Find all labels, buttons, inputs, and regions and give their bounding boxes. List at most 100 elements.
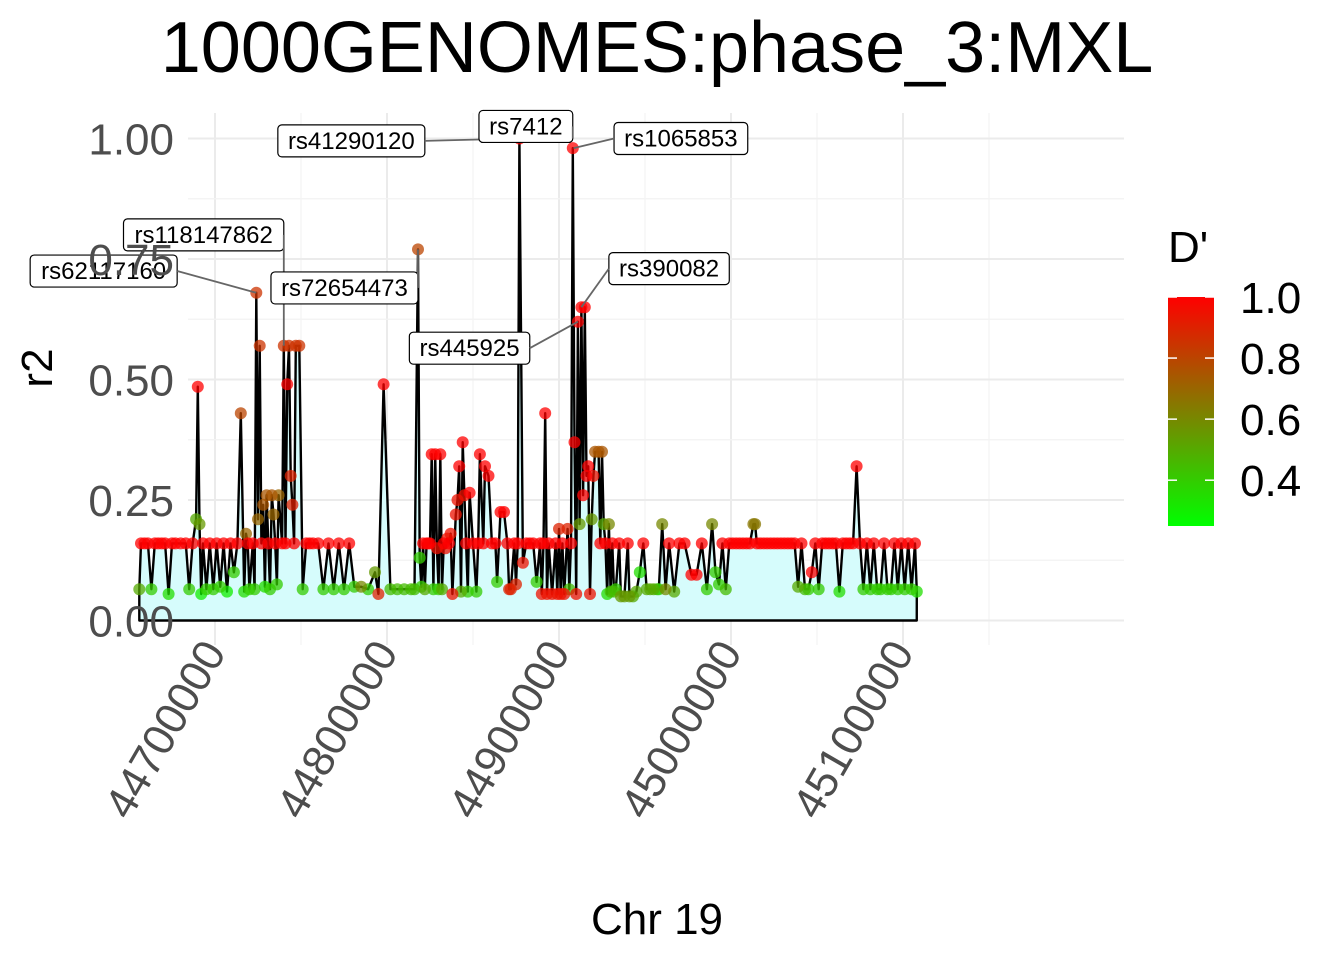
snp-point [623,590,636,603]
snp-point [183,583,196,596]
snp-point [613,537,626,550]
snp-point [145,583,158,596]
snp-point [418,583,431,596]
snp-point [377,378,390,391]
y-tick-label: 1.00 [88,116,174,165]
snp-point [186,537,199,550]
snp-points [133,132,923,603]
snp-point [905,583,918,596]
snp-point [833,585,846,598]
snp-label-text: rs1065853 [624,126,737,153]
snp-point [369,566,381,579]
y-tick-label: 0.75 [88,236,174,285]
snp-point [248,583,261,596]
snp-label-leader [580,268,610,308]
snp-point [566,142,579,155]
snp-point [719,583,732,596]
snp-point [449,508,462,521]
legend-ticks: 1.0 0.8 0.6 0.4 [1168,274,1301,506]
r2-area [139,138,917,621]
snp-point [434,448,447,461]
snp-point [850,460,863,473]
legend-colorbar [1168,297,1214,526]
snp-point [700,583,713,596]
snp-point [253,339,266,352]
snp-point [585,513,598,526]
snp-point [647,583,660,596]
snp-point [436,583,448,596]
snp-point [561,522,574,535]
snp-label-text: rs72654473 [281,275,408,302]
snp-label: rs62117160 [29,254,257,294]
snp-point [510,578,522,591]
snp-label-text: rs445925 [420,335,520,362]
snp-point [491,575,504,588]
snp-point [267,508,280,521]
snp-point [558,588,571,600]
snp-label-leader [176,270,257,294]
snp-point [795,537,808,550]
snp-point [250,286,263,299]
snp-point [227,566,240,579]
snp-point [463,486,476,499]
chart-title: 1000GENOMES:phase_3:MXL [161,8,1154,88]
snp-point [456,436,469,449]
snp-point [656,518,669,531]
snp-point [279,537,292,550]
snp-point [498,506,510,518]
snp-point [709,566,722,579]
legend-title: D' [1168,223,1208,272]
y-tick-label: 0.50 [88,357,174,406]
snp-label-text: rs118147862 [134,222,272,249]
snp-point [312,537,325,550]
x-tick-label: 44700000 [95,633,235,827]
snp-point [252,513,264,526]
snp-point [240,527,252,540]
snp-point [193,518,206,531]
snp-point [637,537,650,550]
snp-point [191,380,204,393]
snp-point [582,460,595,473]
snp-label-text: rs390082 [619,256,719,283]
dprime-legend: D' 1.0 0.8 0.6 0.4 [1168,223,1301,526]
snp-point [812,583,825,596]
x-tick-label: 44900000 [439,633,579,827]
snp-point [293,339,306,352]
snp-point [372,588,385,600]
snp-point [909,537,921,550]
snp-point [413,551,426,564]
snp-point [565,537,577,550]
y-axis-ticks: 0.00 0.25 0.50 0.75 1.00 [88,116,174,647]
snp-point [706,518,719,531]
snp-point [408,583,421,596]
snp-point [453,460,466,473]
snp-point [270,578,283,591]
legend-label: 0.8 [1240,335,1301,384]
snp-point [286,498,299,511]
y-tick-label: 0.00 [88,598,174,647]
snp-label: rs390082 [580,252,730,308]
snp-point [690,568,703,581]
legend-label: 0.6 [1240,396,1301,445]
snp-point [284,469,297,482]
snp-point [578,301,591,314]
snp-point [265,489,278,502]
snp-point [511,537,524,550]
snp-point [446,588,459,600]
snp-point [257,498,270,511]
legend-label: 1.0 [1240,274,1301,323]
snp-point [584,588,596,600]
snp-point [805,566,818,579]
snp-point [470,585,483,598]
snp-point [444,527,457,540]
x-tick-label: 45100000 [783,633,923,827]
snp-label-leader [573,137,615,150]
snp-label-leader [529,320,579,349]
snp-point [442,537,455,550]
snp-label-text: rs7412 [489,113,562,140]
snp-label: rs41290120 [277,124,520,158]
snp-point [482,469,495,482]
snp-point [878,537,891,550]
snp-point [477,537,490,550]
